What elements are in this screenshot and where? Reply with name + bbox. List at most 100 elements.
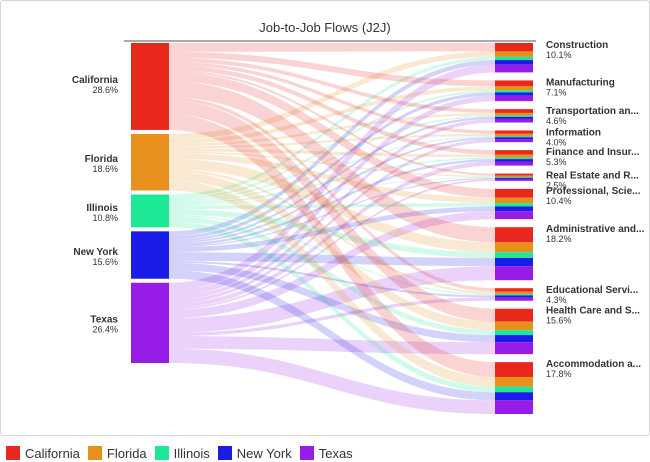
target-band-manufacturing-illinois[interactable] xyxy=(495,90,533,93)
target-band-educational-servi-illinois[interactable] xyxy=(495,294,533,296)
target-band-finance-and-insur-texas[interactable] xyxy=(495,161,533,166)
target-band-transportation-an-florida[interactable] xyxy=(495,112,533,116)
target-band-accommodation-a-florida[interactable] xyxy=(495,376,533,387)
flow-california-information[interactable] xyxy=(169,61,495,134)
flow-illinois-health-care-and-s[interactable] xyxy=(169,216,495,336)
target-band-construction-texas[interactable] xyxy=(495,64,533,73)
target-band-health-care-and-s-california[interactable] xyxy=(495,308,533,322)
flow-florida-educational-servi[interactable] xyxy=(169,169,495,295)
target-band-manufacturing-florida[interactable] xyxy=(495,86,533,91)
flow-california-real-estate-and-r[interactable] xyxy=(169,70,495,176)
flow-florida-real-estate-and-r[interactable] xyxy=(169,151,495,178)
flow-new-york-information[interactable] xyxy=(169,137,495,244)
flow-illinois-professional-scie[interactable] xyxy=(169,203,495,209)
target-band-information-illinois[interactable] xyxy=(495,136,533,138)
flow-florida-manufacturing[interactable] xyxy=(169,86,495,144)
flow-california-manufacturing[interactable] xyxy=(169,51,495,87)
target-band-manufacturing-california[interactable] xyxy=(495,80,533,87)
target-band-health-care-and-s-florida[interactable] xyxy=(495,321,533,331)
legend-item-california[interactable]: California xyxy=(6,446,80,461)
legend-item-florida[interactable]: Florida xyxy=(87,446,147,461)
flow-california-finance-and-insur[interactable] xyxy=(169,65,495,155)
target-band-professional-scie-california[interactable] xyxy=(495,188,533,198)
target-band-transportation-an-new-york[interactable] xyxy=(495,116,533,119)
target-band-transportation-an-illinois[interactable] xyxy=(495,115,533,117)
flow-texas-accommodation-a[interactable] xyxy=(169,348,495,415)
target-band-educational-servi-texas[interactable] xyxy=(495,297,533,301)
target-band-information-california[interactable] xyxy=(495,130,533,134)
target-band-finance-and-insur-california[interactable] xyxy=(495,150,533,155)
flow-california-professional-scie[interactable] xyxy=(169,72,495,198)
flow-new-york-construction[interactable] xyxy=(169,60,495,237)
flow-illinois-manufacturing[interactable] xyxy=(169,90,495,201)
flow-california-transportation-an[interactable] xyxy=(169,57,495,113)
source-node-new-york[interactable] xyxy=(131,231,169,279)
flow-texas-educational-servi[interactable] xyxy=(169,297,495,337)
target-band-construction-california[interactable] xyxy=(495,43,533,52)
target-band-real-estate-and-r-illinois[interactable] xyxy=(495,177,533,178)
flow-new-york-administrative-and[interactable] xyxy=(169,252,495,267)
target-band-accommodation-a-new-york[interactable] xyxy=(495,392,533,401)
flow-texas-manufacturing[interactable] xyxy=(169,95,495,297)
flow-california-administrative-and[interactable] xyxy=(169,81,495,243)
target-band-health-care-and-s-new-york[interactable] xyxy=(495,335,533,343)
target-band-educational-servi-new-york[interactable] xyxy=(495,295,533,298)
target-band-construction-florida[interactable] xyxy=(495,51,533,57)
flow-new-york-finance-and-insur[interactable] xyxy=(169,159,495,247)
target-band-real-estate-and-r-texas[interactable] xyxy=(495,178,533,181)
flow-texas-professional-scie[interactable] xyxy=(169,211,495,319)
target-band-administrative-and-california[interactable] xyxy=(495,227,533,243)
target-band-health-care-and-s-illinois[interactable] xyxy=(495,330,533,336)
flow-texas-transportation-an[interactable] xyxy=(169,118,495,301)
flow-new-york-professional-scie[interactable] xyxy=(169,206,495,253)
flow-new-york-manufacturing[interactable] xyxy=(169,92,495,240)
flow-illinois-administrative-and[interactable] xyxy=(169,208,495,258)
target-band-construction-new-york[interactable] xyxy=(495,60,533,65)
source-node-florida[interactable] xyxy=(131,133,169,191)
target-band-information-texas[interactable] xyxy=(495,139,533,143)
target-band-administrative-and-new-york[interactable] xyxy=(495,257,533,267)
flow-texas-health-care-and-s[interactable] xyxy=(169,336,495,355)
flow-new-york-educational-servi[interactable] xyxy=(169,260,495,298)
flow-new-york-accommodation-a[interactable] xyxy=(169,270,495,401)
flow-florida-transportation-an[interactable] xyxy=(169,112,495,147)
flow-texas-finance-and-insur[interactable] xyxy=(169,161,495,308)
flow-illinois-educational-servi[interactable] xyxy=(169,214,495,296)
target-band-professional-scie-florida[interactable] xyxy=(495,197,533,204)
source-node-texas[interactable] xyxy=(131,282,169,363)
flow-florida-construction[interactable] xyxy=(169,51,495,140)
target-band-manufacturing-new-york[interactable] xyxy=(495,92,533,96)
flow-florida-health-care-and-s[interactable] xyxy=(169,171,495,331)
flow-florida-finance-and-insur[interactable] xyxy=(169,148,495,158)
flow-florida-information[interactable] xyxy=(169,133,495,149)
target-band-real-estate-and-r-new-york[interactable] xyxy=(495,177,533,179)
flow-new-york-transportation-an[interactable] xyxy=(169,116,495,242)
target-band-transportation-an-texas[interactable] xyxy=(495,118,533,123)
flow-florida-administrative-and[interactable] xyxy=(169,158,495,253)
flow-illinois-real-estate-and-r[interactable] xyxy=(169,177,495,206)
flow-texas-administrative-and[interactable] xyxy=(169,266,495,333)
target-band-accommodation-a-illinois[interactable] xyxy=(495,386,533,393)
target-band-information-new-york[interactable] xyxy=(495,137,533,140)
flow-new-york-real-estate-and-r[interactable] xyxy=(169,177,495,248)
flow-illinois-accommodation-a[interactable] xyxy=(169,221,495,393)
target-band-educational-servi-california[interactable] xyxy=(495,288,533,292)
target-band-construction-illinois[interactable] xyxy=(495,56,533,61)
flow-illinois-construction[interactable] xyxy=(169,56,495,198)
flow-texas-information[interactable] xyxy=(169,139,495,304)
target-band-finance-and-insur-new-york[interactable] xyxy=(495,159,533,162)
target-band-accommodation-a-california[interactable] xyxy=(495,362,533,377)
target-band-professional-scie-texas[interactable] xyxy=(495,211,533,220)
target-band-professional-scie-illinois[interactable] xyxy=(495,203,533,207)
target-band-finance-and-insur-florida[interactable] xyxy=(495,154,533,158)
flow-new-york-health-care-and-s[interactable] xyxy=(169,262,495,343)
flow-illinois-information[interactable] xyxy=(169,136,495,203)
legend-item-illinois[interactable]: Illinois xyxy=(154,446,210,461)
flow-california-construction[interactable] xyxy=(169,43,495,52)
flow-california-health-care-and-s[interactable] xyxy=(169,100,495,322)
target-band-administrative-and-texas[interactable] xyxy=(495,266,533,281)
target-band-health-care-and-s-texas[interactable] xyxy=(495,342,533,355)
flow-illinois-finance-and-insur[interactable] xyxy=(169,157,495,205)
flow-florida-professional-scie[interactable] xyxy=(169,152,495,204)
target-band-real-estate-and-r-california[interactable] xyxy=(495,173,533,176)
